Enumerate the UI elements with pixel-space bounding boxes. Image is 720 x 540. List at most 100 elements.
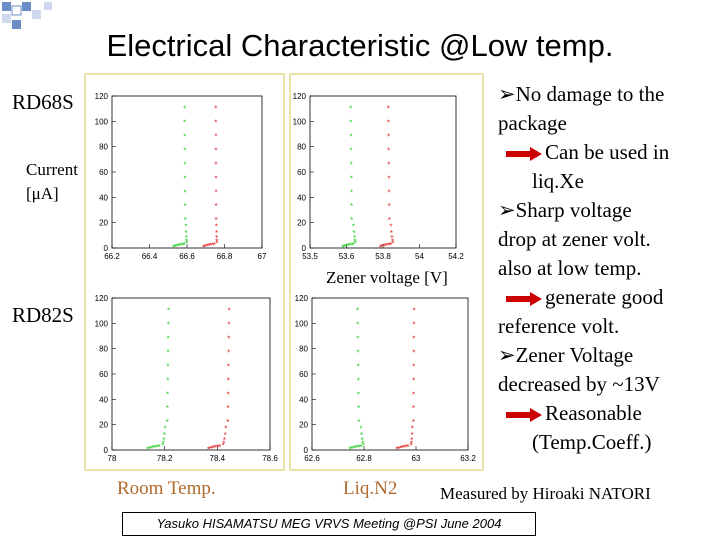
measured-by: Measured by Hiroaki NATORI — [440, 484, 651, 503]
data-point: * — [410, 439, 413, 448]
data-point: * — [360, 431, 363, 440]
data-point: * — [349, 119, 352, 128]
y-tick-label: 0 — [302, 244, 307, 253]
data-point: * — [387, 146, 390, 155]
data-point: * — [343, 243, 346, 252]
y-tick-label: 60 — [99, 370, 108, 379]
y-tick-label: 120 — [295, 294, 309, 303]
data-point: * — [341, 243, 344, 252]
y-tick-label: 100 — [95, 117, 109, 126]
data-point: * — [357, 404, 360, 413]
data-point: * — [227, 321, 230, 330]
y-tick-label: 0 — [304, 446, 309, 455]
x-tick-label: 78.6 — [262, 454, 278, 463]
data-point: * — [350, 160, 353, 169]
data-point: * — [204, 243, 207, 252]
notes-list: ➢No damage to the package Can be used in li… — [498, 80, 720, 457]
y-tick-label: 20 — [99, 421, 108, 430]
data-point: * — [346, 242, 349, 251]
note-text: reference volt. — [498, 314, 620, 338]
y-tick-label: 40 — [297, 193, 306, 202]
note-text: (Temp.Coeff.) — [532, 430, 652, 454]
data-point: * — [387, 174, 390, 183]
data-point: * — [224, 431, 227, 440]
note-text: liq.Xe — [532, 169, 584, 193]
data-point: * — [388, 202, 391, 211]
x-tick-label: 67 — [258, 252, 267, 261]
y-tick-label: 100 — [95, 319, 109, 328]
y-tick-label: 80 — [99, 143, 108, 152]
data-point: * — [349, 133, 352, 142]
y-tick-label: 20 — [297, 219, 306, 228]
x-tick-label: 66.2 — [104, 252, 120, 261]
data-point: * — [359, 424, 362, 433]
data-point: * — [211, 241, 214, 250]
data-point: * — [148, 445, 151, 454]
data-point: * — [352, 445, 355, 454]
data-point: * — [412, 418, 415, 427]
data-point: * — [354, 444, 357, 453]
liq-n2-frame — [289, 73, 484, 471]
red-arrow-icon — [506, 408, 542, 423]
note-text: Sharp voltage — [515, 198, 632, 222]
note-text: Can be used in — [545, 140, 670, 164]
data-point: * — [218, 443, 221, 452]
data-point: * — [228, 307, 231, 316]
data-point: * — [412, 335, 415, 344]
note-line: liq.Xe — [498, 167, 720, 196]
data-point: * — [352, 222, 355, 231]
data-point: * — [395, 445, 398, 454]
data-point: * — [356, 321, 359, 330]
data-point: * — [387, 133, 390, 142]
data-point: * — [156, 443, 159, 452]
y-tick-label: 80 — [297, 143, 306, 152]
y-tick-label: 20 — [99, 219, 108, 228]
data-point: * — [412, 404, 415, 413]
note-text: package — [498, 111, 567, 135]
liq-n2-caption: Liq.N2 — [343, 478, 398, 499]
data-point: * — [162, 436, 165, 445]
data-point: * — [387, 241, 390, 250]
data-point: * — [380, 243, 383, 252]
page-title: Electrical Characteristic @Low temp. — [106, 28, 614, 63]
note-line: ➢No damage to the — [498, 80, 720, 109]
data-point: * — [166, 376, 169, 385]
data-point: * — [362, 441, 365, 450]
note-text: generate good — [545, 285, 664, 309]
note-text: also at low temp. — [498, 256, 642, 280]
room-temp-caption: Room Temp. — [117, 478, 216, 499]
data-point: * — [387, 188, 390, 197]
data-point: * — [166, 418, 169, 427]
arrow-bullet-icon: ➢ — [498, 82, 516, 106]
data-point: * — [215, 216, 218, 225]
data-point: * — [410, 441, 413, 450]
note-text: No damage to the — [515, 82, 665, 106]
data-point: * — [357, 376, 360, 385]
data-point: * — [214, 160, 217, 169]
data-point: * — [183, 188, 186, 197]
data-point: * — [183, 119, 186, 128]
x-tick-label: 54.2 — [448, 252, 464, 261]
data-point: * — [162, 439, 165, 448]
data-point: * — [214, 146, 217, 155]
x-tick-label: 63 — [412, 454, 421, 463]
y-tick-label: 80 — [299, 345, 308, 354]
y-tick-label: 60 — [297, 168, 306, 177]
note-line: decreased by ~13V — [498, 370, 720, 399]
data-point: * — [161, 441, 164, 450]
data-point: * — [384, 242, 387, 251]
note-line: generate good — [498, 283, 720, 312]
data-point: * — [207, 242, 210, 251]
data-point: * — [227, 376, 230, 385]
data-point: * — [185, 229, 188, 238]
y-tick-label: 40 — [99, 395, 108, 404]
data-point: * — [209, 445, 212, 454]
data-point: * — [166, 404, 169, 413]
data-point: * — [357, 390, 360, 399]
red-arrow-icon — [506, 292, 542, 307]
x-tick-label: 78.4 — [210, 454, 226, 463]
x-tick-label: 62.6 — [304, 454, 320, 463]
data-point: * — [150, 445, 153, 454]
data-point: * — [226, 418, 229, 427]
data-point: * — [358, 443, 361, 452]
